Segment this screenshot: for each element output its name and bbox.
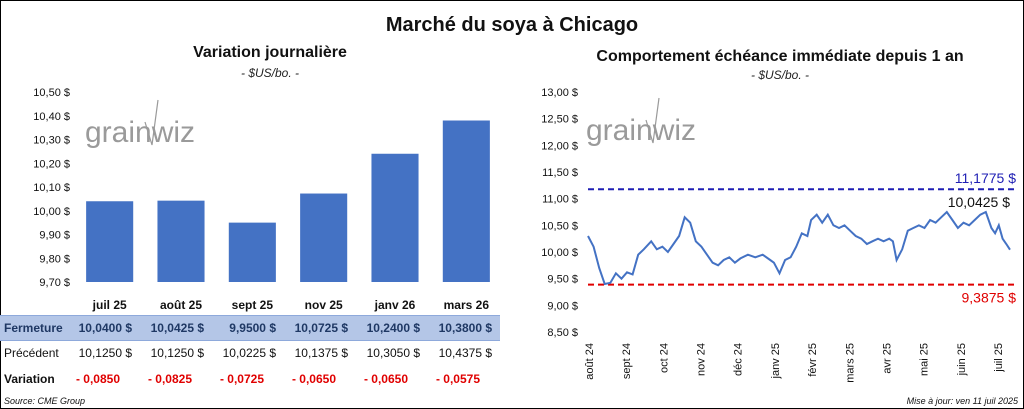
page-title: Marché du soya à Chicago bbox=[385, 14, 639, 36]
row-label-variation: Variation bbox=[4, 372, 55, 386]
bar bbox=[228, 222, 276, 282]
bar-y-tick-label: 9,70 $ bbox=[39, 277, 70, 289]
line-x-tick-label: sept 24 bbox=[621, 343, 633, 379]
close-cell: 10,0425 $ bbox=[150, 321, 204, 335]
prev-cell: 10,1250 $ bbox=[150, 346, 204, 360]
line-y-tick-label: 12,00 $ bbox=[541, 140, 578, 152]
reference-line-label: 11,1775 $ bbox=[955, 170, 1016, 186]
bar bbox=[371, 153, 419, 282]
series-line bbox=[587, 210, 1011, 286]
var-cell: - 0,0650 bbox=[363, 372, 408, 386]
close-cell: 10,3800 $ bbox=[438, 321, 492, 335]
bar-y-tick-label: 10,20 $ bbox=[33, 158, 70, 170]
bar-series bbox=[86, 120, 490, 282]
close-cell: 10,0725 $ bbox=[294, 321, 348, 335]
line-y-axis: 8,50 $ 9,00 $ 9,50 $ 10,00 $ 10,50 $ 11,00 $ 1… bbox=[541, 87, 578, 339]
right-panel-subtitle: - $US/bo. - bbox=[750, 68, 810, 82]
var-cell: - 0,0575 bbox=[435, 372, 480, 386]
close-cell: 9,9500 $ bbox=[229, 321, 276, 335]
var-cell: - 0,0650 bbox=[291, 372, 336, 386]
right-logo: grainwiz bbox=[586, 97, 696, 147]
prev-cell: 10,1250 $ bbox=[78, 346, 132, 360]
left-logo: grainwiz bbox=[85, 99, 195, 149]
left-logo-text: grainwiz bbox=[85, 116, 195, 149]
right-logo-mark bbox=[645, 97, 660, 144]
close-cell: 10,2400 $ bbox=[366, 321, 420, 335]
line-y-tick-label: 11,50 $ bbox=[542, 167, 578, 179]
line-x-tick-label: oct 24 bbox=[658, 343, 670, 373]
left-panel-title: Variation journalière bbox=[193, 44, 347, 61]
bar-x-tick-label: sept 25 bbox=[232, 298, 274, 312]
line-x-tick-label: déc 24 bbox=[733, 343, 745, 376]
left-logo-mark bbox=[144, 99, 159, 146]
left-panel-subtitle: - $US/bo. - bbox=[240, 66, 300, 80]
bar-y-axis: 9,70 $ 9,80 $ 9,90 $ 10,00 $ 10,10 $ 10,20 $ 1… bbox=[33, 87, 70, 289]
row-label-fermeture: Fermeture bbox=[4, 321, 63, 335]
prev-cell: 10,4375 $ bbox=[438, 346, 492, 360]
bar-x-axis: juil 25 août 25 sept 25 nov 25 janv 26 mars 2… bbox=[92, 298, 490, 312]
bar-y-tick-label: 10,00 $ bbox=[33, 206, 70, 218]
bar-x-tick-label: mars 26 bbox=[444, 298, 490, 312]
footer-source: Source: CME Group bbox=[4, 396, 86, 406]
prev-cell: 10,1375 $ bbox=[294, 346, 348, 360]
var-cell: - 0,0825 bbox=[147, 372, 192, 386]
line-x-tick-label: nov 24 bbox=[696, 343, 708, 376]
row-precedent: Précédent 10,1250 $ 10,1250 $ 10,0225 $ … bbox=[0, 341, 500, 365]
right-logo-text: grainwiz bbox=[586, 114, 696, 147]
var-cell: - 0,0850 bbox=[75, 372, 120, 386]
line-x-tick-label: févr 25 bbox=[807, 343, 819, 377]
bar-y-tick-label: 9,90 $ bbox=[39, 230, 70, 242]
prev-cell: 10,0225 $ bbox=[222, 346, 276, 360]
line-x-tick-label: mars 25 bbox=[844, 343, 856, 383]
bar-y-tick-label: 10,50 $ bbox=[33, 87, 70, 99]
prev-cell: 10,3050 $ bbox=[366, 346, 420, 360]
reference-line-label: 9,3875 $ bbox=[962, 290, 1017, 306]
row-label-precedent: Précédent bbox=[4, 346, 59, 360]
bar bbox=[300, 193, 348, 282]
line-y-tick-label: 12,50 $ bbox=[541, 114, 578, 126]
line-y-tick-label: 10,00 $ bbox=[541, 247, 578, 259]
bar-chart: 9,70 $ 9,80 $ 9,90 $ 10,00 $ 10,10 $ 10,20 $ 1… bbox=[33, 87, 490, 312]
line-y-tick-label: 9,00 $ bbox=[547, 300, 578, 312]
line-x-tick-label: juin 25 bbox=[956, 343, 968, 376]
bar-y-tick-label: 10,30 $ bbox=[33, 135, 70, 147]
bar-y-tick-label: 10,40 $ bbox=[33, 111, 70, 123]
line-y-tick-label: 10,50 $ bbox=[541, 220, 578, 232]
line-y-tick-label: 9,50 $ bbox=[547, 274, 578, 286]
last-value-label: 10,0425 $ bbox=[948, 194, 1010, 210]
bar bbox=[157, 200, 205, 282]
line-x-axis: août 24 sept 24 oct 24 nov 24 déc 24 janv 25 f… bbox=[584, 343, 1005, 383]
line-x-tick-label: juil 25 bbox=[993, 343, 1005, 373]
reference-lines: 11,1775 $ 9,3875 $ bbox=[588, 170, 1018, 306]
bar-x-tick-label: août 25 bbox=[160, 298, 202, 312]
row-variation: Variation - 0,0850 - 0,0825 - 0,0725 - 0… bbox=[0, 367, 500, 391]
line-x-tick-label: août 24 bbox=[584, 343, 596, 380]
right-panel-title: Comportement échéance immédiate depuis 1… bbox=[596, 48, 964, 65]
close-cell: 10,0400 $ bbox=[78, 321, 132, 335]
bar bbox=[86, 201, 134, 282]
line-y-tick-label: 13,00 $ bbox=[541, 87, 578, 99]
footer-updated: Mise à jour: ven 11 juil 2025 bbox=[906, 396, 1018, 406]
row-fermeture: Fermeture 10,0400 $ 10,0425 $ 9,9500 $ 1… bbox=[0, 315, 500, 341]
line-y-tick-label: 8,50 $ bbox=[547, 327, 578, 339]
bar bbox=[442, 120, 490, 282]
var-cell: - 0,0725 bbox=[219, 372, 264, 386]
line-x-tick-label: avr 25 bbox=[881, 343, 893, 374]
bar-x-tick-label: janv 26 bbox=[374, 298, 416, 312]
line-x-tick-label: mai 25 bbox=[919, 343, 931, 376]
bar-y-tick-label: 9,80 $ bbox=[39, 253, 70, 265]
line-y-tick-label: 11,00 $ bbox=[542, 194, 578, 206]
bar-x-tick-label: juil 25 bbox=[92, 298, 127, 312]
bar-x-tick-label: nov 25 bbox=[305, 298, 343, 312]
line-x-tick-label: janv 25 bbox=[770, 343, 782, 379]
bar-y-tick-label: 10,10 $ bbox=[33, 182, 70, 194]
